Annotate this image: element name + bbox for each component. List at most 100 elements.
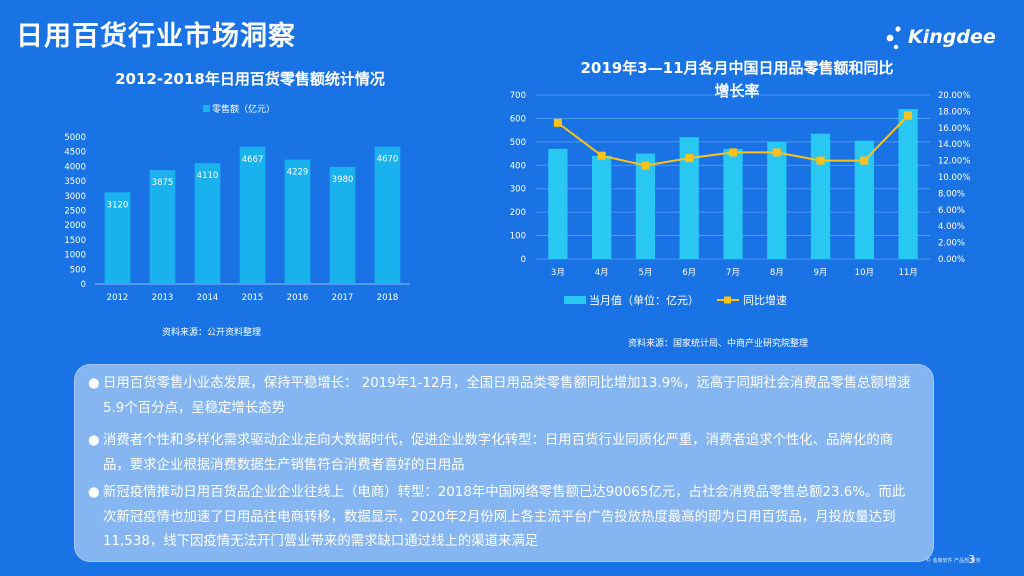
chart-left-data-label: 4110 — [197, 171, 219, 181]
chart-right-y-tick-right: 18.00% — [938, 107, 970, 117]
chart-right-y-tick-left: 300 — [510, 185, 526, 195]
chart-right-source: 资料来源：国家统计局、中商产业研究院整理 — [628, 337, 808, 349]
chart-right-y-tick-right: 0.00% — [938, 255, 965, 265]
chart-right-y-tick-right: 20.00% — [938, 91, 970, 101]
chart-right-y-tick-left: 100 — [510, 232, 526, 242]
chart-left-data-label: 4229 — [287, 168, 309, 178]
chart-right-x-tick: 4月 — [595, 268, 609, 278]
chart-left-legend-swatch — [203, 105, 210, 112]
chart-left-source: 资料来源：公开资料整理 — [162, 326, 261, 338]
chart-right-y-tick-left: 600 — [510, 114, 526, 124]
chart-right-line-marker — [597, 151, 606, 160]
chart-right-line-marker — [641, 161, 650, 170]
chart-right-legend-bar-swatch — [564, 296, 586, 304]
chart-right-x-tick: 10月 — [855, 268, 874, 278]
chart-right-x-tick: 6月 — [682, 268, 696, 278]
chart-right-y-tick-right: 4.00% — [938, 222, 965, 232]
chart-right-line-marker — [816, 156, 825, 165]
chart-right-bar — [723, 148, 743, 259]
logo-text: Kingdee — [908, 26, 996, 48]
chart-left-x-tick: 2017 — [332, 293, 354, 303]
logo-dot-1 — [886, 34, 894, 42]
chart-left-y-tick: 3000 — [64, 192, 86, 202]
kingdee-logo — [886, 26, 901, 50]
chart-right-x-tick: 3月 — [551, 268, 565, 278]
retail-sales-bar-chart: 2012-2018年日用百货零售额统计情况 零售额（亿元） 0 500 1000 15… — [64, 70, 410, 338]
chart-right-y-tick-left: 400 — [510, 161, 526, 171]
chart-left-bar — [194, 163, 221, 284]
chart-left-bar — [104, 192, 131, 284]
chart-right-bar — [635, 153, 656, 259]
page-number: 3 — [968, 553, 975, 566]
chart-left-data-label: 3875 — [152, 178, 174, 188]
chart-right-y-tick-left: 700 — [510, 91, 526, 101]
chart-left-y-tick: 4000 — [64, 162, 86, 172]
bullet-dot-icon: ● — [88, 485, 100, 500]
chart-right-x-tick: 11月 — [898, 268, 917, 278]
chart-left-bar — [239, 146, 266, 284]
chart-left-y-tick: 2000 — [64, 221, 86, 231]
chart-right-y-tick-right: 2.00% — [938, 239, 965, 249]
insight-bullet-2: ● 消费者个性和多样化需求驱动企业走向大数据时代，促进企业数字化转型：日用百货行… — [88, 429, 918, 478]
logo-dot-3 — [893, 44, 899, 50]
chart-left-bar — [374, 146, 401, 284]
insights-panel — [74, 364, 934, 562]
chart-right-y-tick-left: 0 — [521, 255, 526, 265]
chart-right-line-marker — [729, 148, 737, 157]
chart-right-bar — [679, 137, 699, 259]
chart-right-x-tick: 8月 — [770, 268, 784, 278]
chart-left-data-label: 4670 — [377, 155, 399, 165]
insight-bullet-3: ● 新冠疫情推动日用百货品企业企业往线上（电商）转型：2018年中国网络零售额已… — [88, 481, 918, 555]
chart-right-line-marker — [860, 156, 869, 165]
monthly-sales-combo-chart: 2019年3—11月各月中国日用品零售额和同比 增长率 0 100 200 300 40… — [510, 59, 971, 349]
chart-right-y-tick-right: 16.00% — [938, 124, 970, 134]
chart-right-line-marker — [904, 111, 913, 120]
chart-right-title-line2: 增长率 — [714, 82, 759, 100]
chart-right-x-tick: 9月 — [814, 268, 828, 278]
chart-right-bar — [898, 109, 918, 259]
chart-left-y-tick: 5000 — [64, 133, 86, 143]
chart-right-y-tick-left: 200 — [510, 208, 526, 218]
chart-left-y-tick: 3500 — [64, 177, 86, 187]
chart-right-line-marker — [772, 148, 781, 157]
chart-left-data-label: 3980 — [332, 175, 354, 185]
chart-left-y-tick: 0 — [81, 280, 86, 290]
chart-right-y-tick-right: 10.00% — [938, 173, 970, 183]
chart-right-y-tick-right: 14.00% — [938, 140, 970, 150]
chart-right-y-tick-right: 8.00% — [938, 189, 965, 199]
chart-left-y-tick: 500 — [70, 265, 86, 275]
insight-text-2: 消费者个性和多样化需求驱动企业走向大数据时代，促进企业数字化转型：日用百货行业同… — [103, 433, 894, 473]
chart-right-legend-bar-label: 当月值（单位：亿元） — [589, 293, 699, 307]
chart-left-legend-label: 零售额（亿元） — [212, 103, 275, 115]
chart-right-y-tick-left: 500 — [510, 138, 526, 148]
chart-left-data-label: 3120 — [107, 200, 129, 210]
chart-left-data-label: 4667 — [242, 155, 264, 165]
bullet-dot-icon: ● — [88, 376, 100, 391]
chart-left-y-tick: 2500 — [64, 207, 86, 217]
chart-left-x-tick: 2013 — [152, 293, 174, 303]
logo-dot-2 — [895, 26, 901, 32]
page-title: 日用百货行业市场洞察 — [16, 21, 296, 52]
chart-right-bar — [592, 155, 612, 259]
chart-right-x-tick: 5月 — [638, 268, 652, 278]
chart-left-x-tick: 2015 — [242, 293, 264, 303]
chart-right-y-tick-right: 12.00% — [938, 157, 970, 167]
insight-text-3: 新冠疫情推动日用百货品企业企业往线上（电商）转型：2018年中国网络零售额已达9… — [103, 485, 906, 549]
chart-left-bar — [284, 159, 311, 284]
chart-right-bar — [854, 140, 874, 259]
chart-left-x-tick: 2016 — [287, 293, 309, 303]
bullet-dot-icon: ● — [88, 433, 100, 448]
chart-left-bar — [149, 170, 176, 284]
chart-right-bar — [767, 141, 787, 259]
chart-left-y-tick: 4500 — [64, 148, 86, 158]
chart-right-y-tick-right: 6.00% — [938, 206, 965, 216]
chart-left-x-tick: 2014 — [197, 293, 219, 303]
chart-left-x-tick: 2012 — [107, 293, 129, 303]
chart-left-y-tick: 1500 — [64, 236, 86, 246]
footer-brand: © 金蝶软件 产品部 财务 — [926, 558, 981, 564]
insight-bullet-1: ● 日用百货零售小业态发展，保持平稳增长： 2019年1-12月，全国日用品类零… — [88, 372, 918, 421]
chart-left-x-tick: 2018 — [377, 293, 399, 303]
chart-right-bar — [810, 133, 831, 259]
insight-text-1: 日用百货零售小业态发展，保持平稳增长： 2019年1-12月，全国日用品类零售额… — [103, 376, 911, 416]
chart-right-title-line1: 2019年3—11月各月中国日用品零售额和同比 — [580, 59, 893, 77]
